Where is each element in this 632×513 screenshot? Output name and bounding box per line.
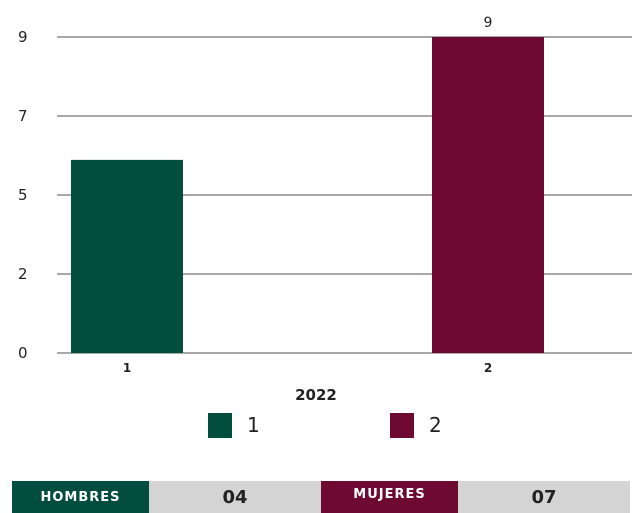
y-tick-label: 7 bbox=[18, 107, 28, 125]
x-axis-label: 2022 bbox=[295, 386, 337, 404]
women-value: 07 bbox=[458, 481, 630, 513]
x-tick-label: 2 bbox=[484, 361, 492, 375]
legend-label: 1 bbox=[247, 413, 260, 437]
bar bbox=[71, 159, 183, 353]
legend-swatch bbox=[390, 413, 414, 438]
data-label: 9 bbox=[484, 15, 493, 31]
stats-bar: HOMBRES 04 MUJERES 07 bbox=[12, 481, 630, 513]
men-label: HOMBRES bbox=[12, 481, 149, 513]
y-tick-label: 2 bbox=[18, 265, 28, 283]
men-value: 04 bbox=[149, 481, 321, 513]
women-label: MUJERES bbox=[321, 481, 458, 513]
legend-swatch bbox=[208, 413, 232, 438]
legend-label: 2 bbox=[429, 413, 442, 437]
bar-chart: 0 2 5 7 9 1 9 2 2022 1 2 bbox=[18, 15, 632, 438]
bar bbox=[432, 37, 544, 353]
y-tick-label: 5 bbox=[18, 186, 28, 204]
y-tick-label: 9 bbox=[18, 28, 28, 46]
x-tick-label: 1 bbox=[123, 361, 131, 375]
y-tick-label: 0 bbox=[18, 344, 28, 362]
